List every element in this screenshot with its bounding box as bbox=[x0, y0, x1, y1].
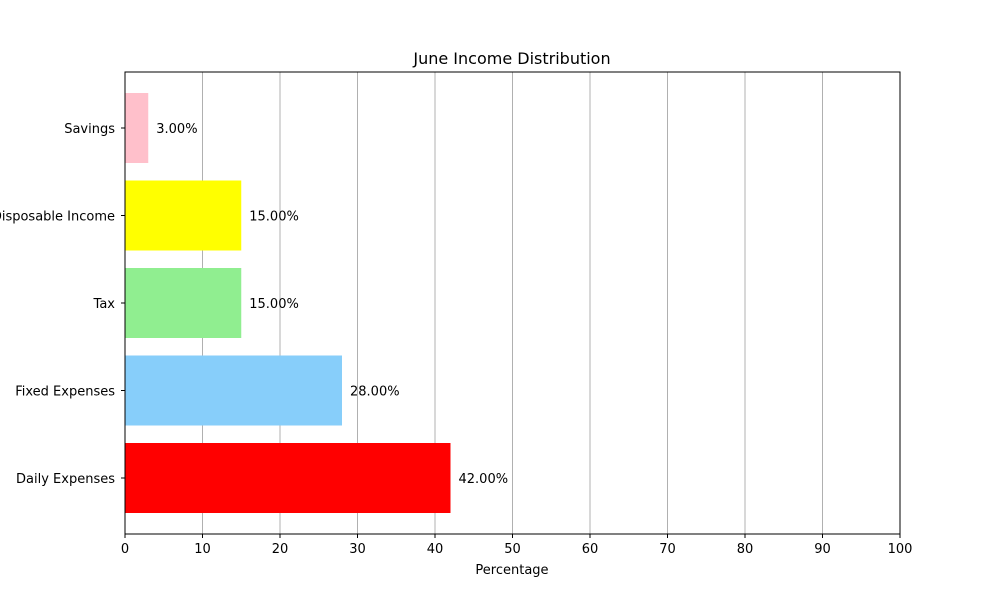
bar bbox=[125, 443, 451, 513]
bar bbox=[125, 180, 242, 251]
y-axis-ticks: Daily Expenses Fixed Expenses Tax Disposabl… bbox=[0, 122, 125, 487]
y-tick-label: Savings bbox=[64, 122, 115, 137]
x-axis-ticks: 0 10 20 30 40 50 60 70 80 90 100 bbox=[121, 534, 913, 557]
data-label: 15.00% bbox=[249, 297, 299, 312]
x-tick-label: 0 bbox=[121, 542, 129, 557]
bars bbox=[125, 93, 451, 513]
x-tick-label: 20 bbox=[272, 542, 289, 557]
y-tick-label: Disposable Income bbox=[0, 210, 115, 225]
x-tick-label: 40 bbox=[427, 542, 444, 557]
chart-title: June Income Distribution bbox=[412, 49, 610, 68]
data-label: 28.00% bbox=[350, 385, 400, 400]
x-axis-label: Percentage bbox=[475, 563, 548, 578]
bar bbox=[125, 355, 342, 426]
x-tick-label: 100 bbox=[888, 542, 913, 557]
y-tick-label: Tax bbox=[93, 297, 116, 312]
x-tick-label: 50 bbox=[504, 542, 521, 557]
y-tick-label: Daily Expenses bbox=[16, 472, 115, 487]
x-tick-label: 80 bbox=[737, 542, 754, 557]
y-tick-label: Fixed Expenses bbox=[15, 385, 115, 400]
bar bbox=[125, 93, 149, 163]
data-label: 15.00% bbox=[249, 210, 299, 225]
x-tick-label: 70 bbox=[659, 542, 676, 557]
x-tick-label: 60 bbox=[582, 542, 599, 557]
data-label: 3.00% bbox=[156, 122, 197, 137]
x-tick-label: 30 bbox=[349, 542, 366, 557]
data-label: 42.00% bbox=[459, 472, 509, 487]
x-tick-label: 10 bbox=[194, 542, 211, 557]
bar bbox=[125, 268, 242, 338]
x-tick-label: 90 bbox=[814, 542, 831, 557]
data-labels: 42.00% 28.00% 15.00% 15.00% 3.00% bbox=[156, 122, 508, 487]
